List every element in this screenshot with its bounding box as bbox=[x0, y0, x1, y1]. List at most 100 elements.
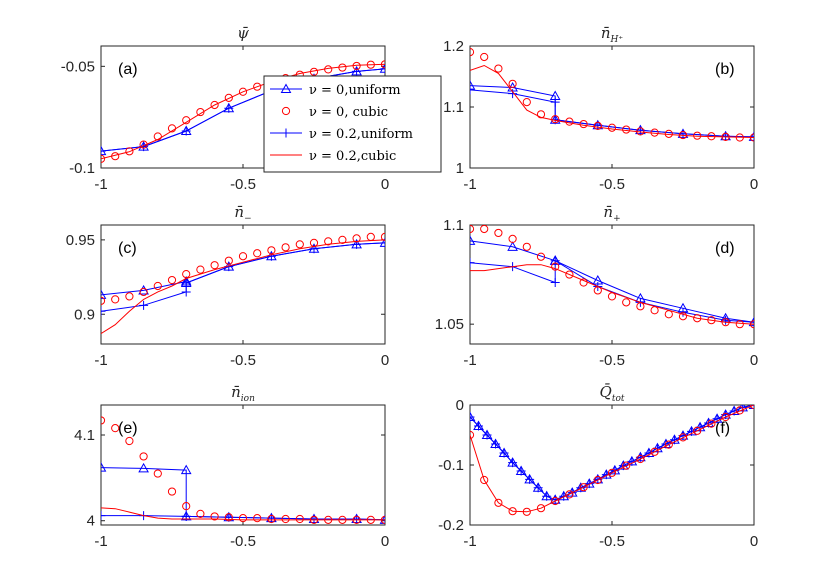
data-point-c0 bbox=[196, 509, 205, 518]
data-point-c0 bbox=[494, 228, 503, 238]
panel-f: -1 -0.5 0 -0.2 -0.1 0 Q̄tot (f) bbox=[438, 383, 758, 550]
data-point-c0 bbox=[693, 426, 702, 435]
panel-d: -1 -0.5 0 1.05 1.1 n̄+ (d) bbox=[435, 203, 758, 369]
y-tick-label: 1.05 bbox=[435, 316, 464, 333]
data-point-c0 bbox=[749, 133, 754, 142]
data-point-c0 bbox=[579, 483, 588, 492]
data-point-c0 bbox=[707, 316, 716, 325]
data-point-u2 bbox=[550, 256, 560, 266]
panel-title-base: n̄ bbox=[231, 383, 241, 401]
y-tick-label: 1 bbox=[456, 160, 464, 177]
series-line-c2 bbox=[101, 239, 385, 335]
axes-frame bbox=[100, 404, 386, 526]
data-point-c0 bbox=[636, 127, 645, 136]
data-point-u2 bbox=[516, 466, 526, 476]
x-tick-label: 0 bbox=[750, 176, 758, 193]
data-point-c0 bbox=[480, 475, 489, 485]
data-point-u2 bbox=[482, 430, 492, 440]
x-tick-label: -1 bbox=[94, 533, 107, 550]
panel-label: (e) bbox=[118, 420, 138, 437]
data-point-c0 bbox=[735, 320, 744, 329]
data-point-c0 bbox=[352, 234, 361, 243]
data-point-c0 bbox=[470, 225, 475, 234]
legend: ν = 0,uniform ν = 0, cubic ν = 0.2,uniform… bbox=[263, 75, 442, 173]
x-tick-label: 0 bbox=[381, 352, 389, 369]
data-point-c0 bbox=[721, 412, 730, 422]
data-point-c0 bbox=[678, 130, 688, 140]
data-point-c0 bbox=[167, 487, 177, 496]
data-point-c0 bbox=[508, 507, 517, 516]
data-point-c0 bbox=[167, 124, 177, 133]
data-point-c0 bbox=[607, 468, 617, 477]
panel-title: n̄+ bbox=[603, 203, 620, 224]
data-point-c0 bbox=[693, 314, 702, 323]
y-tick-label: 1.1 bbox=[443, 217, 464, 234]
data-point-c0 bbox=[224, 93, 233, 102]
data-point-c0 bbox=[664, 129, 673, 138]
data-point-c0 bbox=[366, 232, 375, 241]
data-point-u2 bbox=[470, 258, 475, 268]
data-point-c0 bbox=[309, 67, 319, 76]
panel-title: Q̄tot bbox=[600, 383, 625, 404]
data-point-c0 bbox=[721, 318, 730, 327]
data-point-c0 bbox=[607, 292, 617, 301]
legend-item-c0: ν = 0, cubic bbox=[281, 105, 388, 120]
data-point-c0 bbox=[153, 281, 162, 291]
data-point-c0 bbox=[338, 515, 347, 524]
data-point-c0 bbox=[593, 475, 602, 485]
data-point-c0 bbox=[224, 513, 233, 522]
data-point-u2 bbox=[181, 278, 191, 288]
legend-label: ν = 0, cubic bbox=[309, 105, 388, 120]
data-point-c0 bbox=[267, 246, 276, 255]
data-point-c0 bbox=[678, 433, 688, 442]
panel-title-base: n̄ bbox=[603, 203, 613, 221]
legend-item-u2: ν = 0.2,uniform bbox=[270, 127, 413, 142]
data-point-c0 bbox=[101, 416, 106, 425]
data-point-c0 bbox=[735, 133, 744, 142]
data-point-c0 bbox=[210, 512, 219, 521]
data-point-c0 bbox=[749, 320, 754, 329]
panel-label: (f) bbox=[715, 420, 730, 437]
data-point-c0 bbox=[622, 125, 631, 134]
data-point-c0 bbox=[196, 107, 205, 117]
panel-title-subscript: + bbox=[613, 214, 621, 224]
y-tick-label: -0.2 bbox=[438, 517, 464, 534]
x-tick-label: -0.5 bbox=[230, 176, 256, 193]
data-point-u2 bbox=[729, 406, 739, 416]
panel-title: ψ̄ bbox=[237, 24, 249, 42]
data-point-u2 bbox=[542, 491, 552, 501]
data-point-u2 bbox=[499, 448, 509, 458]
data-point-c0 bbox=[579, 119, 588, 129]
data-point-c0 bbox=[593, 286, 602, 295]
data-point-c0 bbox=[366, 515, 375, 524]
data-point-c0 bbox=[324, 65, 333, 74]
data-point-c0 bbox=[664, 440, 673, 449]
panel-b: -1 -0.5 0 1 1.1 1.2 n̄H⁺ (b) bbox=[443, 24, 758, 193]
panel-c: -1 -0.5 0 0.9 0.95 n̄− (c) bbox=[66, 203, 389, 369]
data-point-c0 bbox=[470, 430, 475, 440]
legend-label: ν = 0.2,uniform bbox=[309, 127, 413, 142]
series-line-u2 bbox=[101, 515, 385, 521]
data-point-c0 bbox=[352, 515, 361, 524]
y-tick-label: 0.9 bbox=[74, 306, 95, 323]
data-point-c0 bbox=[636, 454, 645, 464]
data-point-c0 bbox=[494, 64, 503, 73]
data-point-c0 bbox=[650, 128, 659, 137]
data-point-c0 bbox=[253, 82, 262, 91]
data-point-u2 bbox=[101, 146, 106, 156]
data-point-c0 bbox=[678, 312, 688, 321]
data-point-u2 bbox=[470, 412, 475, 422]
x-tick-label: -0.5 bbox=[599, 176, 625, 193]
data-point-u2 bbox=[712, 414, 722, 424]
data-point-u0 bbox=[138, 462, 149, 473]
data-point-c0 bbox=[267, 514, 276, 524]
data-point-c0 bbox=[111, 424, 120, 433]
data-point-c0 bbox=[735, 406, 744, 415]
x-tick-label: 0 bbox=[750, 533, 758, 550]
data-point-u2 bbox=[508, 89, 518, 99]
series-line-u2 bbox=[470, 405, 754, 501]
data-point-u2 bbox=[749, 132, 754, 142]
data-point-c0 bbox=[281, 514, 290, 524]
panel-title: n̄ion bbox=[231, 383, 255, 404]
